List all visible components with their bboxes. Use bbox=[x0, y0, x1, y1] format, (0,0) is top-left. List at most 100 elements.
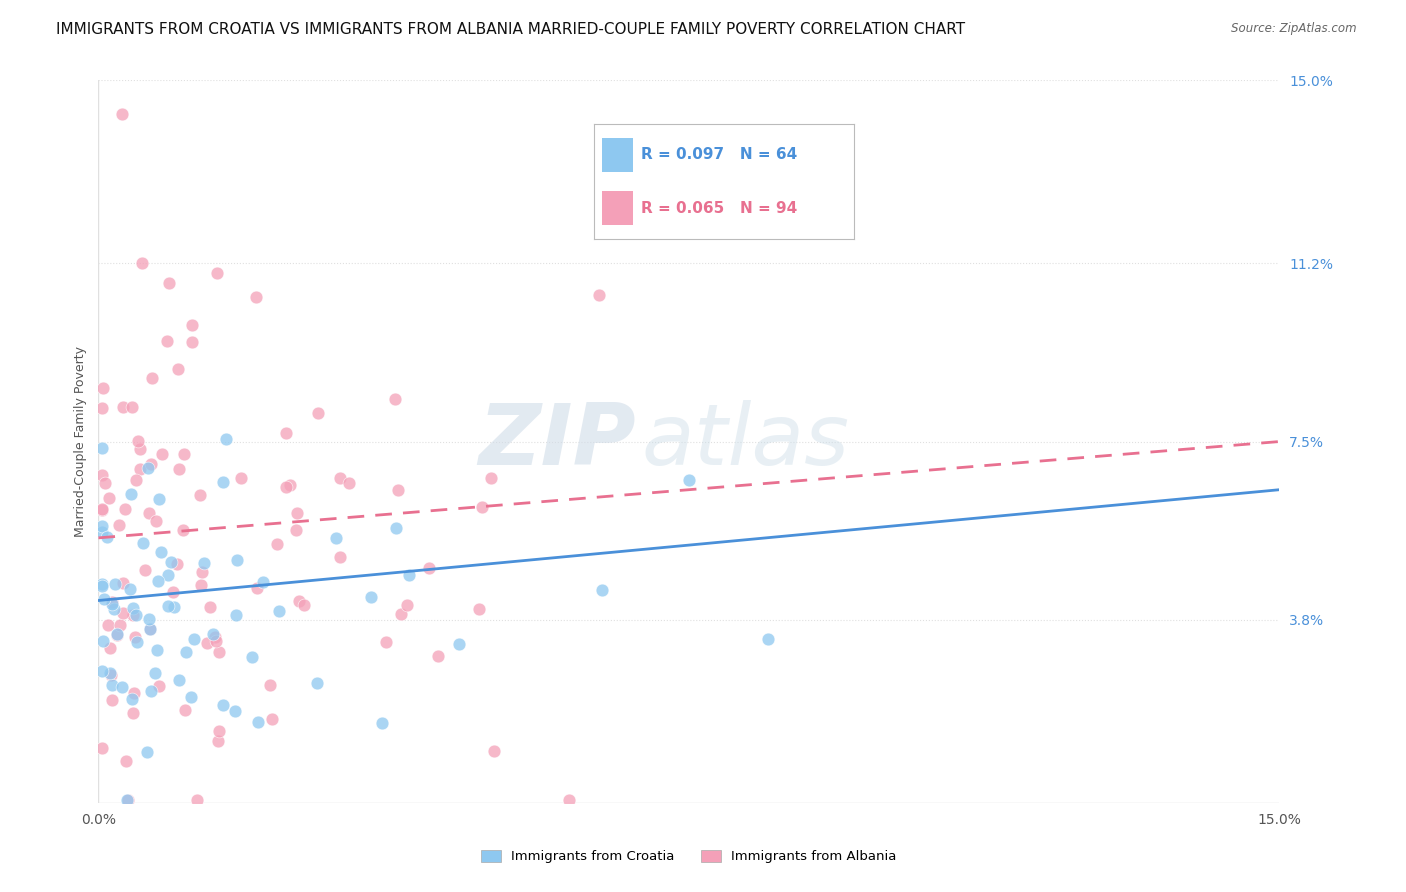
Point bbox=[190, 578, 212, 592]
Point bbox=[337, 475, 360, 490]
Point bbox=[167, 462, 190, 476]
Point bbox=[131, 535, 153, 549]
Point bbox=[756, 632, 779, 646]
Point bbox=[156, 567, 179, 582]
Point bbox=[204, 630, 226, 644]
Point bbox=[157, 276, 180, 290]
Point bbox=[121, 706, 143, 720]
Point bbox=[98, 491, 121, 505]
Point bbox=[325, 531, 347, 545]
Point bbox=[278, 478, 301, 492]
Point bbox=[479, 471, 502, 485]
Point bbox=[375, 635, 398, 649]
Point bbox=[114, 754, 136, 768]
Point bbox=[148, 491, 170, 506]
Point bbox=[201, 627, 224, 641]
Point bbox=[384, 521, 406, 535]
Point bbox=[329, 550, 352, 565]
Point bbox=[91, 579, 114, 593]
Point bbox=[205, 634, 228, 648]
Point bbox=[387, 483, 409, 497]
Point bbox=[101, 678, 124, 692]
Point bbox=[259, 678, 281, 692]
Point bbox=[117, 793, 139, 807]
Point bbox=[173, 447, 195, 461]
Point bbox=[103, 602, 125, 616]
Point bbox=[276, 480, 298, 494]
Point bbox=[100, 668, 122, 682]
Point bbox=[111, 576, 134, 591]
Point bbox=[97, 618, 120, 632]
Point bbox=[139, 684, 162, 698]
Point bbox=[91, 502, 114, 516]
Text: Source: ZipAtlas.com: Source: ZipAtlas.com bbox=[1232, 22, 1357, 36]
Point bbox=[91, 634, 114, 648]
Point bbox=[121, 400, 143, 414]
Point bbox=[384, 392, 406, 406]
Point bbox=[101, 595, 124, 609]
Point bbox=[269, 604, 291, 618]
Point bbox=[91, 401, 114, 416]
Point bbox=[426, 649, 449, 664]
Point bbox=[121, 692, 143, 706]
Point bbox=[111, 107, 134, 121]
Point bbox=[176, 645, 198, 659]
Point bbox=[245, 290, 267, 304]
Point bbox=[127, 434, 149, 448]
Point bbox=[212, 475, 235, 490]
Point bbox=[134, 563, 156, 577]
Point bbox=[125, 608, 148, 623]
Point bbox=[212, 698, 235, 712]
Point bbox=[104, 577, 127, 591]
Point bbox=[274, 426, 297, 441]
Point bbox=[138, 622, 160, 636]
Point bbox=[112, 400, 135, 414]
Point bbox=[188, 488, 211, 502]
Point bbox=[157, 599, 180, 614]
Point bbox=[107, 518, 129, 533]
Point bbox=[124, 630, 146, 644]
Point bbox=[307, 406, 329, 420]
Point bbox=[285, 507, 308, 521]
Point bbox=[195, 635, 218, 649]
Point bbox=[150, 544, 173, 558]
Point bbox=[156, 334, 179, 348]
Point bbox=[98, 641, 121, 656]
Point bbox=[591, 582, 613, 597]
Point bbox=[262, 712, 284, 726]
Point bbox=[111, 680, 134, 694]
Point bbox=[193, 557, 215, 571]
Point bbox=[131, 256, 153, 270]
Point bbox=[163, 599, 186, 614]
Point bbox=[150, 447, 173, 461]
Point bbox=[93, 592, 115, 607]
Text: ZIP: ZIP bbox=[478, 400, 636, 483]
Point bbox=[252, 574, 274, 589]
Point bbox=[292, 598, 315, 612]
Point bbox=[588, 288, 610, 302]
Point bbox=[136, 461, 159, 475]
Point bbox=[118, 582, 141, 596]
Point bbox=[91, 576, 114, 591]
Legend: Immigrants from Croatia, Immigrants from Albania: Immigrants from Croatia, Immigrants from… bbox=[475, 845, 903, 869]
Point bbox=[141, 457, 163, 471]
Point bbox=[117, 793, 139, 807]
Point bbox=[173, 703, 195, 717]
Point bbox=[329, 471, 352, 485]
Point bbox=[468, 602, 491, 616]
Point bbox=[91, 441, 114, 455]
Text: IMMIGRANTS FROM CROATIA VS IMMIGRANTS FROM ALBANIA MARRIED-COUPLE FAMILY POVERTY: IMMIGRANTS FROM CROATIA VS IMMIGRANTS FR… bbox=[56, 22, 966, 37]
Point bbox=[186, 793, 208, 807]
Point bbox=[145, 514, 167, 528]
Point bbox=[305, 676, 328, 690]
Point bbox=[449, 637, 471, 651]
Point bbox=[395, 599, 418, 613]
Point bbox=[114, 502, 136, 516]
Point bbox=[180, 318, 202, 332]
Point bbox=[180, 690, 202, 705]
Point bbox=[93, 475, 115, 490]
Point bbox=[162, 584, 184, 599]
Point bbox=[371, 715, 394, 730]
Point bbox=[148, 679, 170, 693]
Point bbox=[101, 693, 124, 707]
